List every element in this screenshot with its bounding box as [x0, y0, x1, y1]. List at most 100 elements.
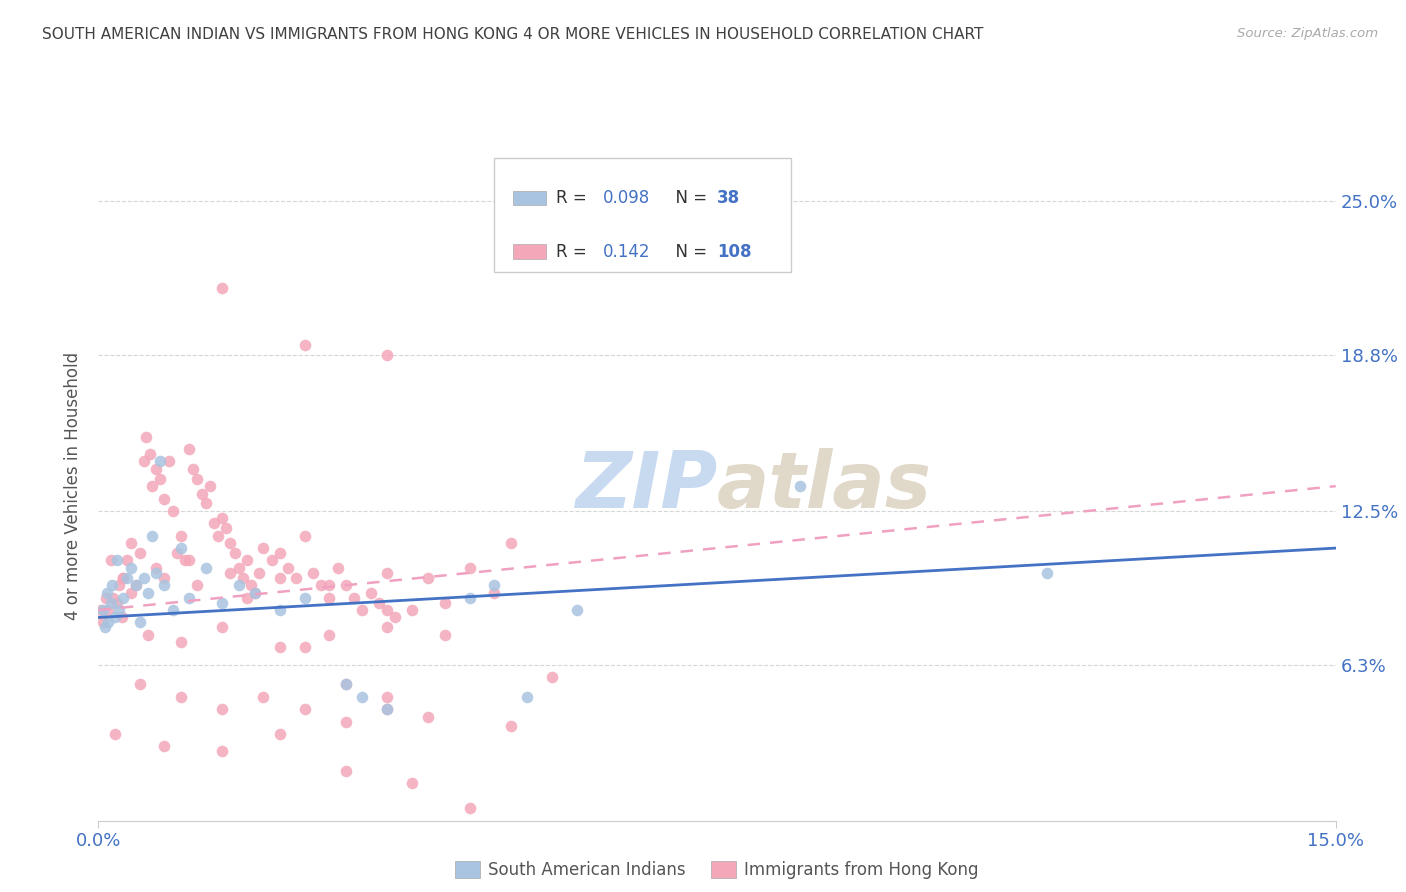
Point: [375, 702, 398, 716]
Point: [96, 585, 118, 599]
Text: SOUTH AMERICAN INDIAN VS IMMIGRANTS FROM HONG KONG 4 OR MORE VEHICLES IN HOUSEHO: SOUTH AMERICAN INDIAN VS IMMIGRANTS FROM…: [42, 27, 984, 42]
Point: [186, 472, 208, 486]
Point: [252, 690, 274, 704]
Point: [162, 504, 184, 518]
Point: [97, 615, 120, 630]
Text: 108: 108: [717, 243, 752, 260]
Point: [384, 610, 406, 624]
Point: [117, 553, 139, 567]
Point: [302, 566, 325, 580]
Point: [105, 596, 128, 610]
Point: [228, 578, 250, 592]
Point: [211, 744, 233, 758]
Point: [484, 585, 506, 599]
Point: [215, 521, 238, 535]
Point: [170, 690, 193, 704]
Point: [375, 690, 398, 704]
Point: [186, 578, 208, 592]
Point: [211, 511, 233, 525]
Point: [367, 596, 389, 610]
Point: [228, 561, 250, 575]
Point: [789, 479, 811, 493]
Point: [211, 281, 233, 295]
Point: [90, 603, 112, 617]
Point: [433, 596, 456, 610]
Point: [153, 739, 176, 754]
Text: 0.142: 0.142: [603, 243, 651, 260]
Text: atlas: atlas: [717, 448, 932, 524]
Point: [101, 578, 124, 592]
Point: [318, 628, 340, 642]
Text: Source: ZipAtlas.com: Source: ZipAtlas.com: [1237, 27, 1378, 40]
Point: [149, 472, 172, 486]
Point: [194, 496, 217, 510]
Point: [247, 566, 270, 580]
Point: [170, 635, 193, 649]
Point: [240, 578, 263, 592]
Point: [145, 462, 167, 476]
Point: [104, 727, 127, 741]
Point: [458, 591, 481, 605]
Point: [269, 571, 291, 585]
Point: [100, 553, 122, 567]
Point: [219, 536, 242, 550]
Text: N =: N =: [665, 189, 713, 207]
Point: [120, 536, 142, 550]
Point: [335, 677, 357, 691]
Point: [541, 670, 564, 684]
Point: [499, 536, 522, 550]
Point: [236, 591, 259, 605]
Text: 38: 38: [717, 189, 740, 207]
Point: [138, 447, 160, 461]
Point: [145, 561, 167, 575]
Point: [252, 541, 274, 555]
Point: [132, 571, 155, 585]
Point: [194, 561, 217, 575]
Point: [343, 591, 366, 605]
Point: [236, 553, 259, 567]
Point: [124, 578, 146, 592]
Point: [360, 585, 382, 599]
Point: [269, 640, 291, 655]
Point: [104, 610, 127, 624]
Point: [132, 454, 155, 468]
Point: [335, 677, 357, 691]
Point: [94, 591, 117, 605]
Point: [149, 454, 172, 468]
Text: ZIP: ZIP: [575, 448, 717, 524]
Point: [100, 596, 122, 610]
FancyBboxPatch shape: [495, 159, 792, 272]
FancyBboxPatch shape: [513, 191, 546, 205]
Point: [352, 690, 374, 704]
Y-axis label: 4 or more Vehicles in Household: 4 or more Vehicles in Household: [63, 352, 82, 620]
Point: [565, 603, 588, 617]
Point: [516, 690, 538, 704]
Point: [153, 491, 176, 506]
Point: [232, 571, 254, 585]
Point: [170, 541, 193, 555]
Point: [198, 479, 221, 493]
Point: [128, 615, 150, 630]
Text: N =: N =: [665, 243, 713, 260]
Point: [112, 571, 135, 585]
Point: [162, 603, 184, 617]
Point: [174, 553, 197, 567]
Point: [335, 714, 357, 729]
Point: [136, 585, 159, 599]
Point: [117, 571, 139, 585]
Point: [484, 578, 506, 592]
Point: [108, 578, 131, 592]
Point: [120, 561, 142, 575]
Point: [309, 578, 332, 592]
Point: [179, 442, 201, 456]
Point: [179, 591, 201, 605]
Point: [141, 529, 163, 543]
Point: [499, 719, 522, 733]
Point: [375, 348, 398, 362]
Point: [110, 610, 132, 624]
Point: [145, 566, 167, 580]
Point: [207, 529, 229, 543]
Point: [375, 702, 398, 716]
Point: [433, 628, 456, 642]
Point: [112, 571, 135, 585]
